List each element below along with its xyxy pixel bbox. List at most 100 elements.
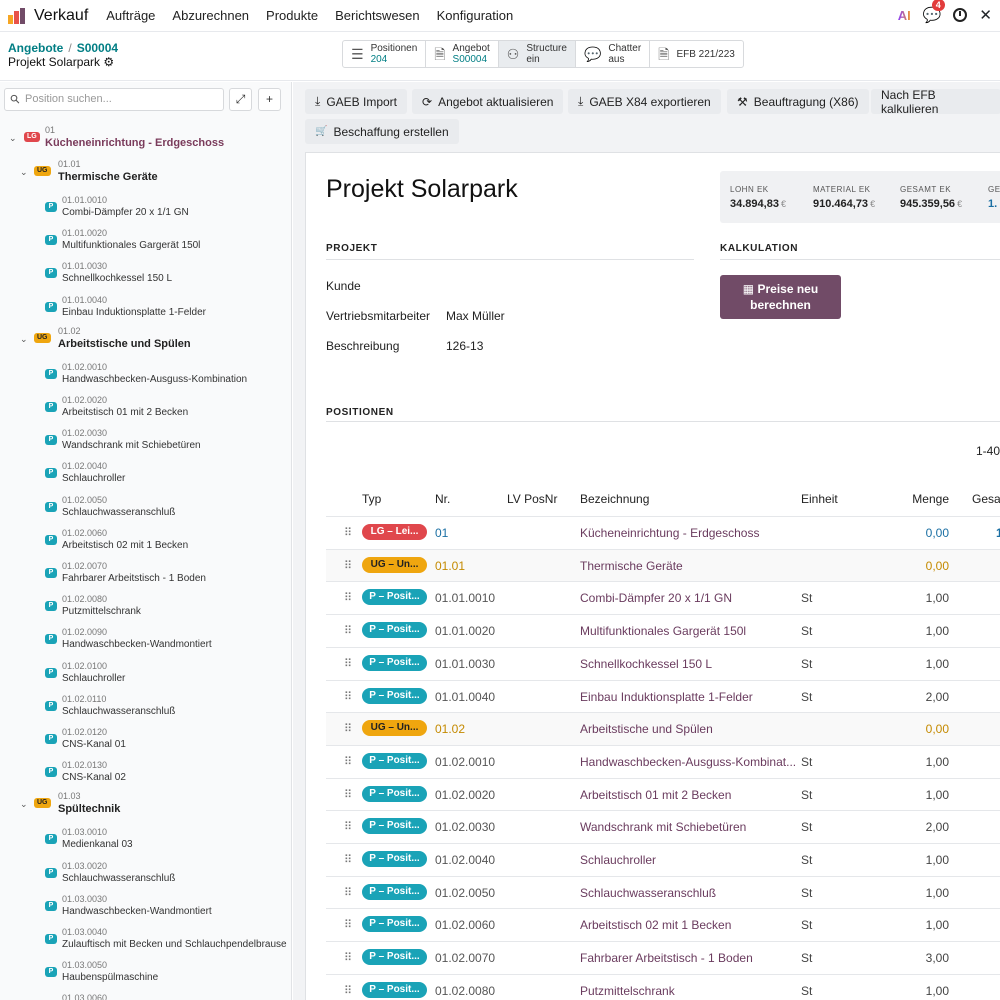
tree-node-p[interactable]: P 01.02.0080 Putzmittelschrank — [0, 586, 291, 619]
beauftragung-button[interactable]: ⚒ Beauftragung (X86) — [727, 89, 869, 114]
tree-node-p[interactable]: P 01.01.0010 Combi-Dämpfer 20 x 1/1 GN — [0, 187, 291, 220]
efb-kalkulieren-button[interactable]: Nach EFB kalkulieren — [871, 88, 1000, 116]
drag-handle-icon[interactable]: ⠿ — [344, 984, 352, 997]
table-row[interactable]: ⠿ P – Posit... 01.01.0040 Einbau Induktions… — [326, 679, 1000, 713]
table-row[interactable]: ⠿ P – Posit... 01.02.0040 Schlauchroller St 1… — [326, 843, 1000, 876]
menu-auftraege[interactable]: Aufträge — [106, 8, 156, 23]
chevron-down-icon[interactable]: ⌄ — [20, 333, 28, 344]
tree-node-p[interactable]: P 01.02.0010 Handwaschbecken-Ausguss-Kombi… — [0, 354, 291, 387]
table-row[interactable]: ⠿ P – Posit... 01.02.0080 Putzmittelschrank… — [326, 973, 1000, 1000]
tree-node-ug[interactable]: ⌄ UG 01.02 Arbeitstische und Spülen — [0, 320, 291, 354]
add-icon[interactable]: + — [258, 88, 281, 111]
col-lv-posnr[interactable]: LV PosNr — [507, 492, 558, 506]
tree-node-p[interactable]: P 01.02.0090 Handwaschbecken-Wandmontiert — [0, 619, 291, 652]
chevron-down-icon[interactable]: ⌄ — [9, 133, 17, 143]
gaeb-x84-export-button[interactable]: ⤓ GAEB X84 exportieren — [568, 89, 721, 114]
table-row[interactable]: ⠿ P – Posit... 01.02.0020 Arbeitstisch 01 m… — [326, 777, 1000, 811]
pager-value[interactable]: 1-40 — [976, 444, 1000, 458]
table-row[interactable]: ⠿ P – Posit... 01.02.0050 Schlauchwasserans… — [326, 875, 1000, 909]
table-row[interactable]: ⠿ P – Posit... 01.02.0070 Fahrbarer Arbeits… — [326, 941, 1000, 974]
drag-handle-icon[interactable]: ⠿ — [344, 919, 352, 932]
chevron-down-icon[interactable]: ⌄ — [20, 799, 28, 810]
col-menge[interactable]: Menge — [912, 492, 949, 506]
menu-produkte[interactable]: Produkte — [266, 8, 319, 23]
menu-abzurechnen[interactable]: Abzurechnen — [172, 8, 250, 23]
preise-neu-berechnen-button[interactable]: ▦ Preise neu berechnen — [720, 275, 841, 319]
drag-handle-icon[interactable]: ⠿ — [344, 527, 352, 539]
table-row[interactable]: ⠿ P – Posit... 01.02.0010 Handwaschbecken-A… — [326, 744, 1000, 778]
table-row[interactable]: ⠿ P – Posit... 01.01.0020 Multifunktionales… — [326, 614, 1000, 647]
tools-icon[interactable]: ✕ — [979, 7, 992, 24]
drag-handle-icon[interactable]: ⠿ — [344, 788, 352, 801]
tree-node-p[interactable]: P 01.03.0050 Haubenspülmaschine — [0, 952, 291, 985]
smart-button-positionen[interactable]: ☰ Positionen 204 — [343, 41, 427, 67]
gaeb-import-button[interactable]: ⤓ GAEB Import — [305, 89, 407, 114]
menu-konfiguration[interactable]: Konfiguration — [436, 8, 514, 23]
table-row[interactable]: ⠿ P – Posit... 01.02.0060 Arbeitstisch 02 m… — [326, 908, 1000, 941]
col-gesamt[interactable]: Gesar — [972, 492, 1000, 506]
tree-node-p[interactable]: P 01.02.0030 Wandschrank mit Schiebetüren — [0, 420, 291, 453]
tree-node-ug[interactable]: ⌄ UG 01.01 Thermische Geräte — [0, 153, 291, 187]
tree-node-p[interactable]: P 01.03.0010 Medienkanal 03 — [0, 819, 291, 852]
tree-node-p[interactable]: P 01.02.0120 CNS-Kanal 01 — [0, 719, 291, 752]
tree-node-ug[interactable]: ⌄ UG 01.03 Spültechnik — [0, 785, 291, 819]
drag-handle-icon[interactable]: ⠿ — [344, 592, 352, 605]
smart-button-efb[interactable]: 🗎 EFB 221/223 — [658, 45, 735, 62]
gear-icon[interactable]: ⚙ — [103, 55, 115, 69]
drag-handle-icon[interactable]: ⠿ — [344, 886, 352, 899]
drag-handle-icon[interactable]: ⠿ — [344, 723, 352, 736]
menu-berichtswesen[interactable]: Berichtswesen — [335, 8, 420, 23]
tree-node-p[interactable]: P 01.03.0020 Schlauchwasseranschluß — [0, 853, 291, 886]
tree-node-p[interactable]: P 01.02.0050 Schlauchwasseranschluß — [0, 487, 291, 520]
beschreibung-field[interactable]: 126-13 — [446, 339, 484, 353]
table-row[interactable]: ⠿ LG – Lei... 01 Kücheneinrichtung - Erdges… — [326, 516, 1000, 549]
drag-handle-icon[interactable]: ⠿ — [344, 952, 352, 965]
app-logo-icon[interactable] — [8, 7, 26, 24]
drag-handle-icon[interactable]: ⠿ — [344, 559, 352, 572]
tree-node-p[interactable]: P 01.02.0130 CNS-Kanal 02 — [0, 752, 291, 785]
breadcrumb-current[interactable]: S00004 — [76, 41, 119, 55]
table-row[interactable]: ⠿ UG – Un... 01.02 Arbeitstische und Spülen… — [326, 712, 1000, 746]
col-bezeichnung[interactable]: Bezeichnung — [580, 492, 650, 506]
drag-handle-icon[interactable]: ⠿ — [344, 625, 352, 638]
drag-handle-icon[interactable]: ⠿ — [344, 821, 352, 834]
breadcrumb-parent[interactable]: Angebote — [8, 41, 64, 55]
tree-node-lg[interactable]: ⌄ LG 01 Kücheneinrichtung - Erdgeschoss — [0, 119, 291, 153]
smart-button-angebot[interactable]: 🗎 Angebot S00004 — [426, 41, 499, 67]
col-typ[interactable]: Typ — [362, 492, 382, 506]
tree-node-p[interactable]: P 01.03.0030 Handwaschbecken-Wandmontiert — [0, 886, 291, 919]
table-row[interactable]: ⠿ P – Posit... 01.01.0030 Schnellkochkessel… — [326, 646, 1000, 680]
tree-node-p[interactable]: P 01.01.0030 Schnellkochkessel 150 L — [0, 253, 291, 286]
smart-button-structure[interactable]: ⚇ Structure ein — [498, 41, 576, 67]
smart-button-chatter[interactable]: 💬 Chatter aus — [576, 41, 651, 67]
chevron-down-icon[interactable]: ⌄ — [20, 167, 28, 177]
expand-icon[interactable]: ⤢ — [229, 88, 252, 111]
table-row[interactable]: ⠿ P – Posit... 01.02.0030 Wandschrank mit S… — [326, 810, 1000, 843]
drag-handle-icon[interactable]: ⠿ — [344, 755, 352, 768]
app-name[interactable]: Verkauf — [34, 6, 89, 24]
chat-icon[interactable]: 💬 4 — [923, 0, 945, 24]
tree-node-p[interactable]: P01.03.0060 — [0, 985, 291, 1000]
tree-node-p[interactable]: P 01.02.0110 Schlauchwasseranschluß — [0, 686, 291, 719]
col-einheit[interactable]: Einheit — [801, 492, 838, 506]
position-search-input[interactable]: Position suchen... — [4, 88, 224, 111]
tree-node-p[interactable]: P 01.01.0020 Multifunktionales Gargerät 15… — [0, 220, 291, 253]
drag-handle-icon[interactable]: ⠿ — [344, 854, 352, 866]
ai-icon[interactable]: AI — [897, 7, 911, 23]
tree-node-p[interactable]: P 01.02.0060 Arbeitstisch 02 mit 1 Becken — [0, 520, 291, 553]
tree-node-p[interactable]: P 01.02.0020 Arbeitstisch 01 mit 2 Becken — [0, 387, 291, 420]
kunde-field[interactable] — [446, 279, 686, 295]
clock-icon[interactable] — [953, 8, 968, 22]
angebot-aktualisieren-button[interactable]: ⟳ Angebot aktualisieren — [412, 89, 564, 114]
col-nr[interactable]: Nr. — [435, 492, 451, 506]
drag-handle-icon[interactable]: ⠿ — [344, 690, 352, 703]
tree-node-p[interactable]: P 01.03.0040 Zulauftisch mit Becken und Sc… — [0, 919, 291, 952]
table-row[interactable]: ⠿ UG – Un... 01.01 Thermische Geräte 0,00 50.… — [326, 548, 1000, 582]
table-row[interactable]: ⠿ P – Posit... 01.01.0010 Combi-Dämpfer 20 … — [326, 581, 1000, 614]
vertriebsmitarbeiter-field[interactable]: Max Müller — [446, 309, 505, 323]
tree-node-p[interactable]: P 01.02.0040 Schlauchroller — [0, 453, 291, 486]
tree-node-p[interactable]: P 01.02.0070 Fahrbarer Arbeitstisch - 1 Bo… — [0, 553, 291, 586]
tree-node-p[interactable]: P 01.01.0040 Einbau Induktionsplatte 1-Fel… — [0, 287, 291, 320]
tree-node-p[interactable]: P 01.02.0100 Schlauchroller — [0, 653, 291, 686]
drag-handle-icon[interactable]: ⠿ — [344, 657, 352, 670]
